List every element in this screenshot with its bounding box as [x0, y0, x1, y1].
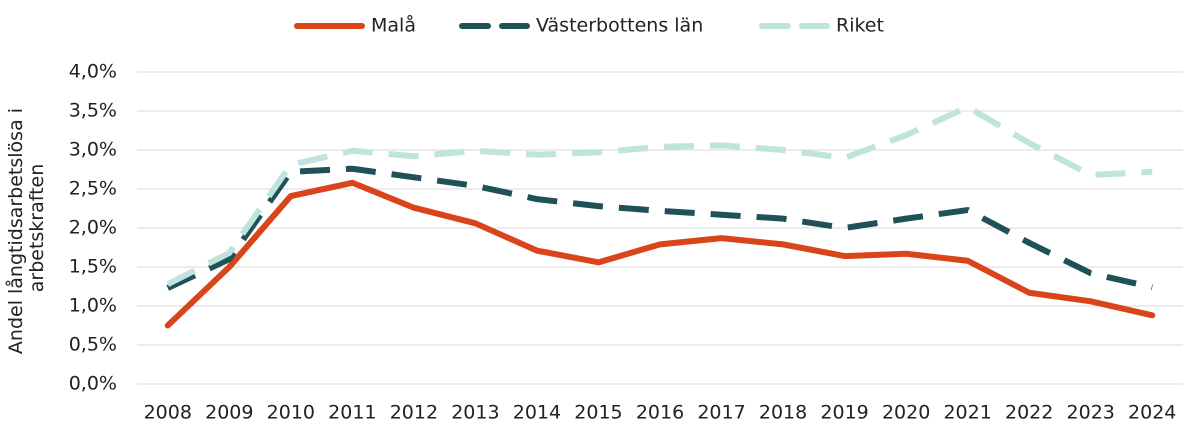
- series-line: [166, 165, 1153, 291]
- y-tick-label: 3,5%: [69, 100, 117, 122]
- x-tick-label: 2008: [144, 402, 192, 423]
- y-tick-label: 3,0%: [69, 139, 117, 161]
- x-tick-label: 2022: [1005, 402, 1053, 423]
- x-tick-label: 2017: [697, 402, 745, 423]
- x-tick-label: 2024: [1128, 402, 1176, 423]
- series-line: [166, 104, 1153, 287]
- x-tick-label: 2023: [1067, 402, 1115, 423]
- y-tick-label: 0,0%: [69, 373, 117, 395]
- y-tick-label: 2,0%: [69, 217, 117, 239]
- y-axis-label: Andel långtidsarbetslösa i arbetskraften: [4, 102, 48, 354]
- x-tick-label: 2009: [205, 402, 253, 423]
- legend-label: Västerbottens län: [536, 15, 703, 37]
- x-tick-label: 2021: [943, 402, 991, 423]
- y-tick-label: 1,5%: [69, 256, 117, 278]
- y-tick-label: 0,5%: [69, 334, 117, 356]
- x-tick-label: 2014: [513, 402, 561, 423]
- legend-label: Riket: [836, 15, 884, 37]
- y-tick-label: 2,5%: [69, 178, 117, 200]
- x-tick-label: 2015: [574, 402, 622, 423]
- y-tick-label: 4,0%: [69, 61, 117, 83]
- y-axis-label-line: arbetskraften: [26, 164, 48, 293]
- x-tick-label: 2012: [390, 402, 438, 423]
- series-line: [164, 179, 1156, 329]
- legend-label: Malå: [371, 14, 416, 37]
- x-tick-label: 2020: [882, 402, 930, 423]
- x-tick-label: 2018: [759, 402, 807, 423]
- x-tick-label: 2019: [820, 402, 868, 423]
- y-tick-label: 1,0%: [69, 295, 117, 317]
- x-tick-label: 2011: [328, 402, 376, 423]
- x-tick-label: 2013: [451, 402, 499, 423]
- x-tick-label: 2010: [267, 402, 315, 423]
- y-axis-label-line: Andel långtidsarbetslösa i: [4, 108, 27, 354]
- x-tick-label: 2016: [636, 402, 684, 423]
